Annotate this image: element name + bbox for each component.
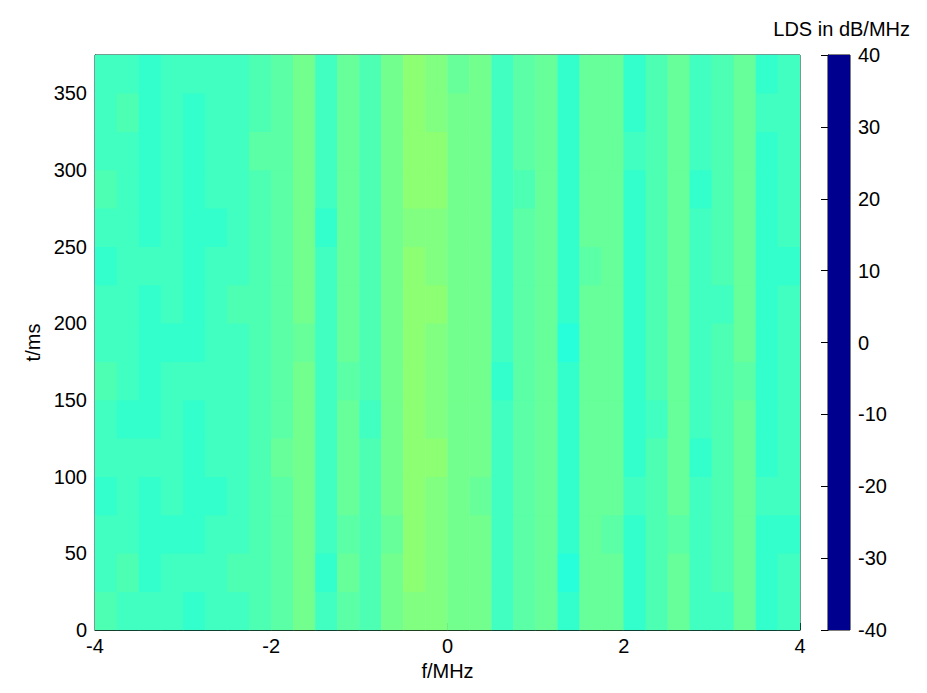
svg-text:40: 40	[858, 44, 880, 66]
svg-text:0: 0	[75, 619, 87, 641]
svg-text:-4: -4	[86, 635, 104, 657]
svg-text:t/ms: t/ms	[22, 324, 44, 362]
svg-text:-40: -40	[858, 619, 887, 641]
svg-text:-20: -20	[858, 475, 887, 497]
svg-text:50: 50	[65, 542, 87, 564]
svg-text:0: 0	[442, 635, 453, 657]
svg-text:0: 0	[858, 332, 869, 354]
svg-text:-30: -30	[858, 547, 887, 569]
svg-text:100: 100	[54, 466, 87, 488]
svg-text:4: 4	[794, 635, 805, 657]
svg-text:200: 200	[54, 312, 87, 334]
svg-text:10: 10	[858, 260, 880, 282]
svg-text:2: 2	[618, 635, 629, 657]
svg-text:250: 250	[54, 236, 87, 258]
svg-text:150: 150	[54, 389, 87, 411]
svg-text:300: 300	[54, 159, 87, 181]
svg-text:-2: -2	[262, 635, 280, 657]
svg-text:30: 30	[858, 116, 880, 138]
svg-text:20: 20	[858, 188, 880, 210]
svg-text:LDS in dB/MHz: LDS in dB/MHz	[773, 18, 910, 40]
svg-text:f/MHz: f/MHz	[421, 660, 473, 682]
svg-text:350: 350	[54, 82, 87, 104]
svg-text:-10: -10	[858, 403, 887, 425]
